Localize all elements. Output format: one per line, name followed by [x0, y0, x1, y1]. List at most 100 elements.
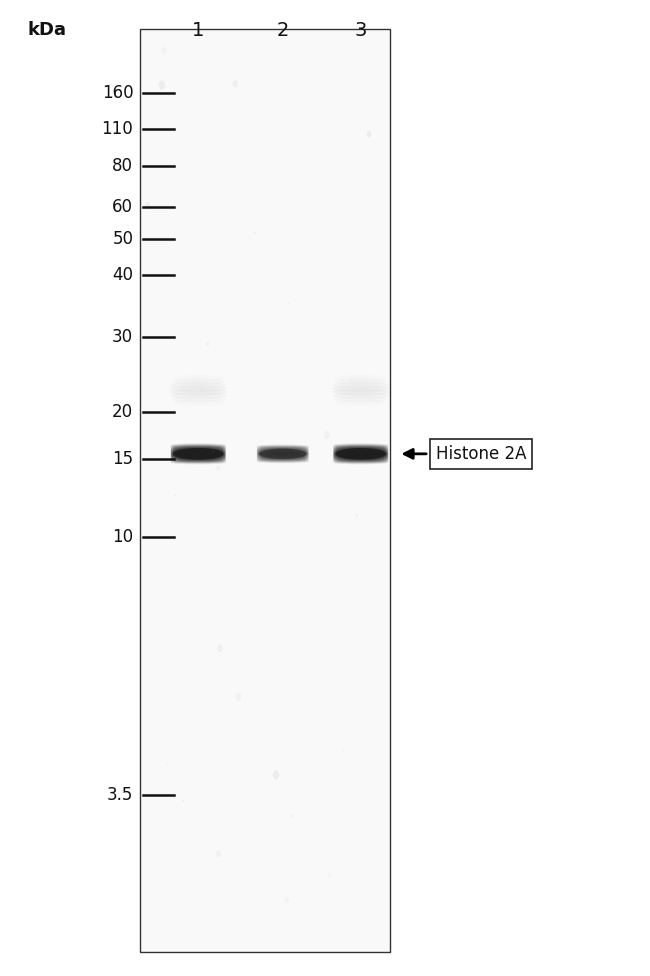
Ellipse shape — [257, 447, 309, 450]
FancyBboxPatch shape — [140, 29, 390, 952]
Ellipse shape — [333, 454, 389, 457]
Ellipse shape — [335, 448, 386, 460]
Circle shape — [216, 850, 221, 857]
Ellipse shape — [257, 444, 309, 448]
Text: 50: 50 — [112, 230, 133, 248]
Text: 1: 1 — [192, 21, 205, 40]
Ellipse shape — [333, 458, 389, 462]
Circle shape — [367, 131, 371, 138]
Ellipse shape — [170, 443, 226, 447]
Text: 160: 160 — [101, 84, 133, 102]
Text: 20: 20 — [112, 403, 133, 421]
Circle shape — [236, 693, 241, 701]
Ellipse shape — [257, 448, 309, 451]
Circle shape — [254, 231, 255, 235]
Ellipse shape — [170, 392, 226, 399]
Ellipse shape — [259, 449, 307, 459]
Text: kDa: kDa — [27, 21, 66, 39]
Text: 2: 2 — [276, 21, 289, 40]
Circle shape — [288, 302, 289, 304]
Circle shape — [174, 494, 176, 496]
Ellipse shape — [257, 453, 309, 456]
Ellipse shape — [170, 457, 226, 461]
Ellipse shape — [332, 388, 389, 395]
Ellipse shape — [257, 445, 309, 449]
Ellipse shape — [257, 460, 309, 464]
Ellipse shape — [170, 388, 227, 395]
Ellipse shape — [257, 459, 309, 462]
Ellipse shape — [257, 455, 309, 458]
Circle shape — [206, 342, 209, 346]
Circle shape — [233, 80, 238, 88]
Text: 3.5: 3.5 — [107, 787, 133, 804]
Circle shape — [145, 202, 150, 210]
Ellipse shape — [333, 455, 389, 458]
Ellipse shape — [170, 386, 227, 392]
Ellipse shape — [170, 444, 226, 448]
Ellipse shape — [170, 445, 226, 449]
Ellipse shape — [257, 452, 309, 455]
Ellipse shape — [333, 460, 389, 464]
Ellipse shape — [333, 443, 389, 447]
Circle shape — [273, 770, 279, 780]
Circle shape — [324, 431, 330, 439]
Text: 3: 3 — [354, 21, 367, 40]
Ellipse shape — [170, 458, 226, 462]
Circle shape — [218, 644, 222, 652]
Ellipse shape — [170, 460, 226, 464]
Text: 30: 30 — [112, 328, 133, 346]
Text: 80: 80 — [112, 157, 133, 175]
Ellipse shape — [170, 452, 226, 455]
Ellipse shape — [333, 450, 389, 453]
Ellipse shape — [170, 451, 226, 454]
Ellipse shape — [333, 446, 389, 450]
Circle shape — [290, 814, 292, 818]
Ellipse shape — [333, 445, 389, 449]
Ellipse shape — [170, 454, 226, 457]
Ellipse shape — [333, 457, 389, 461]
Ellipse shape — [333, 459, 389, 463]
Ellipse shape — [257, 456, 309, 459]
Ellipse shape — [170, 450, 226, 453]
Circle shape — [183, 799, 184, 802]
Circle shape — [356, 514, 358, 517]
Text: 60: 60 — [112, 198, 133, 216]
Text: 110: 110 — [101, 120, 133, 138]
Text: 10: 10 — [112, 528, 133, 546]
Ellipse shape — [170, 455, 226, 458]
Ellipse shape — [333, 456, 389, 459]
Text: 40: 40 — [112, 266, 133, 284]
Ellipse shape — [333, 461, 389, 465]
Circle shape — [166, 764, 168, 766]
Ellipse shape — [257, 454, 309, 457]
Ellipse shape — [257, 459, 309, 463]
Ellipse shape — [170, 461, 226, 465]
Ellipse shape — [333, 447, 389, 451]
Ellipse shape — [170, 446, 226, 450]
Ellipse shape — [333, 444, 389, 448]
Circle shape — [159, 80, 165, 90]
Ellipse shape — [257, 450, 309, 453]
Ellipse shape — [333, 451, 389, 454]
Ellipse shape — [170, 459, 226, 463]
Ellipse shape — [333, 452, 389, 455]
Ellipse shape — [170, 456, 226, 459]
Circle shape — [212, 450, 214, 454]
Ellipse shape — [257, 458, 309, 461]
Ellipse shape — [257, 457, 309, 460]
Ellipse shape — [333, 449, 389, 452]
Ellipse shape — [257, 451, 309, 454]
Text: Histone 2A: Histone 2A — [436, 445, 526, 463]
Ellipse shape — [173, 448, 224, 460]
Ellipse shape — [170, 453, 226, 456]
Ellipse shape — [332, 386, 389, 392]
Ellipse shape — [333, 392, 389, 399]
Ellipse shape — [257, 449, 309, 452]
Ellipse shape — [257, 446, 309, 449]
Ellipse shape — [170, 382, 226, 388]
Circle shape — [216, 466, 220, 470]
Text: 15: 15 — [112, 450, 133, 468]
Ellipse shape — [170, 449, 226, 452]
Ellipse shape — [333, 382, 389, 388]
Ellipse shape — [170, 447, 226, 451]
